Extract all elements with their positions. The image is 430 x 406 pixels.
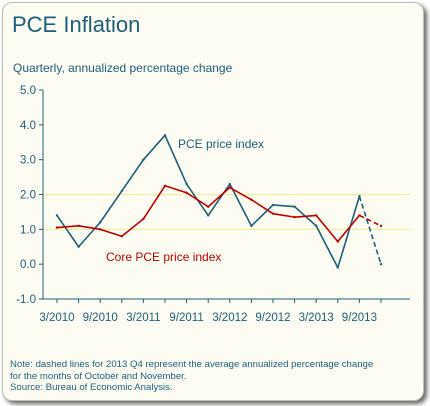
data-point <box>142 217 145 221</box>
series-line-dashed <box>358 195 382 265</box>
data-point <box>250 224 253 228</box>
x-tick-label: 3/2010 <box>39 312 74 324</box>
data-point <box>207 205 210 208</box>
chart-panel: PCE Inflation Quarterly, annualized perc… <box>2 2 424 401</box>
data-point <box>142 158 145 161</box>
data-point <box>99 228 102 231</box>
series-line <box>56 134 361 269</box>
series-line-dashed <box>359 214 382 227</box>
chart-subtitle: Quarterly, annualized percentage change <box>13 61 233 75</box>
data-point <box>379 262 383 266</box>
data-point <box>207 214 210 217</box>
data-point <box>120 235 124 238</box>
data-point <box>99 221 102 224</box>
x-tick-label: 9/2011 <box>169 312 203 324</box>
data-point <box>55 226 59 229</box>
data-point <box>358 195 361 198</box>
data-point <box>185 191 188 194</box>
x-tick-label: 3/2012 <box>212 312 247 324</box>
data-point <box>293 205 296 208</box>
data-point <box>77 245 80 248</box>
data-point <box>228 186 231 189</box>
source-line: Source: Bureau of Economic Analysis. <box>10 382 173 393</box>
x-tick-label: 3/2013 <box>299 312 334 324</box>
data-point <box>163 134 167 137</box>
line-chart: 5.0 4.0 3.0 2.0 1.0 0.0 -1.03/2010 9/2010 3/2011… <box>16 85 410 324</box>
y-tick-label: 2.0 <box>20 190 36 202</box>
y-tick-label: 5.0 <box>20 85 36 97</box>
data-point <box>271 203 275 207</box>
series-annotation: Core PCE price index <box>106 250 221 264</box>
data-point <box>77 224 80 228</box>
data-point <box>315 214 318 217</box>
data-point <box>120 189 124 193</box>
data-point <box>55 214 59 217</box>
y-tick-label: 3.0 <box>20 155 36 167</box>
y-tick-label: 1.0 <box>20 224 36 236</box>
data-point <box>358 214 361 217</box>
y-tick-label: 0.0 <box>20 259 36 271</box>
data-point <box>379 224 383 228</box>
y-tick-label: -1.0 <box>16 294 36 306</box>
x-tick-label: 3/2011 <box>126 312 160 324</box>
data-point <box>185 182 188 186</box>
data-point <box>228 182 231 186</box>
data-point <box>315 224 318 228</box>
data-point <box>271 212 275 215</box>
note-line: for the months of October and November. <box>10 370 187 382</box>
chart-note: Note: dashed lines for 2013 Q4 represent… <box>10 359 420 394</box>
data-point <box>336 240 339 243</box>
series-annotation: PCE price index <box>178 137 264 151</box>
x-tick-label: 9/2013 <box>342 312 377 324</box>
chart-title: PCE Inflation <box>12 12 141 37</box>
data-point <box>163 184 167 187</box>
data-point <box>336 266 339 269</box>
data-point <box>293 215 296 219</box>
y-tick-label: 4.0 <box>20 120 36 132</box>
note-line: Note: dashed lines for 2013 Q4 represent… <box>10 359 374 370</box>
x-tick-label: 9/2012 <box>255 312 290 324</box>
data-point <box>250 198 253 201</box>
x-tick-label: 9/2010 <box>83 312 118 324</box>
